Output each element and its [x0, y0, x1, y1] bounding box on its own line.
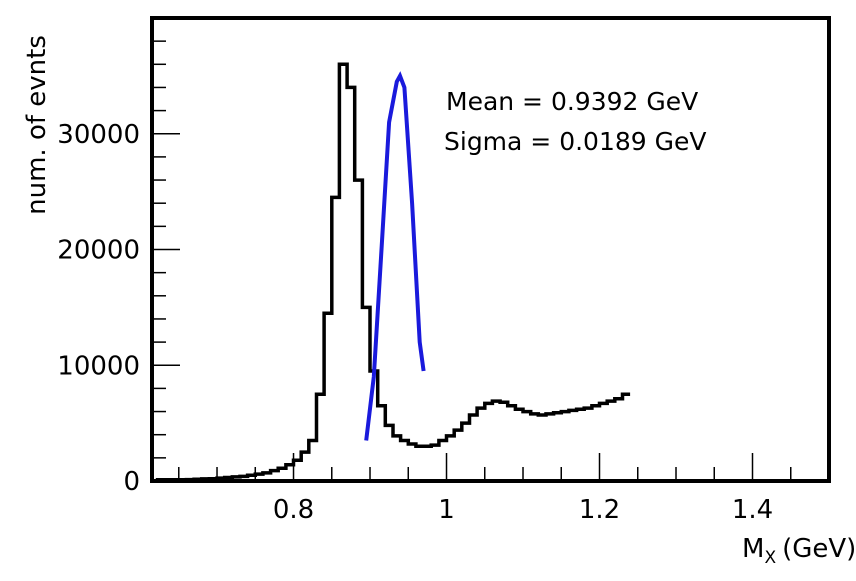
x-axis-title-main: M: [742, 534, 764, 564]
y-tick-label: 10000: [57, 351, 140, 381]
x-axis-title-unit: (GeV): [782, 534, 856, 564]
y-tick-label: 20000: [57, 236, 140, 266]
annotation-mean: Mean = 0.9392 GeV: [446, 87, 698, 116]
y-tick-label: 0: [123, 467, 140, 497]
y-axis-title: num. of evnts: [22, 35, 52, 215]
plot-frame: [150, 16, 831, 483]
histogram-series-line: [155, 62, 631, 482]
x-tick-label: 1.4: [732, 495, 773, 525]
x-tick-label: 1.2: [579, 495, 620, 525]
gaussian-fit-curve: [364, 71, 426, 441]
x-tick-label: 1: [438, 495, 455, 525]
x-axis-title-subscript: X: [764, 548, 776, 568]
x-tick-label: 0.8: [273, 495, 314, 525]
annotation-sigma: Sigma = 0.0189 GeV: [444, 127, 706, 156]
tick-labels: 0.8 1 1.2 1.4 0 10000 20000 30000: [57, 120, 773, 525]
y-tick-label: 30000: [57, 120, 140, 150]
x-axis-title: MX (GeV): [742, 534, 856, 568]
